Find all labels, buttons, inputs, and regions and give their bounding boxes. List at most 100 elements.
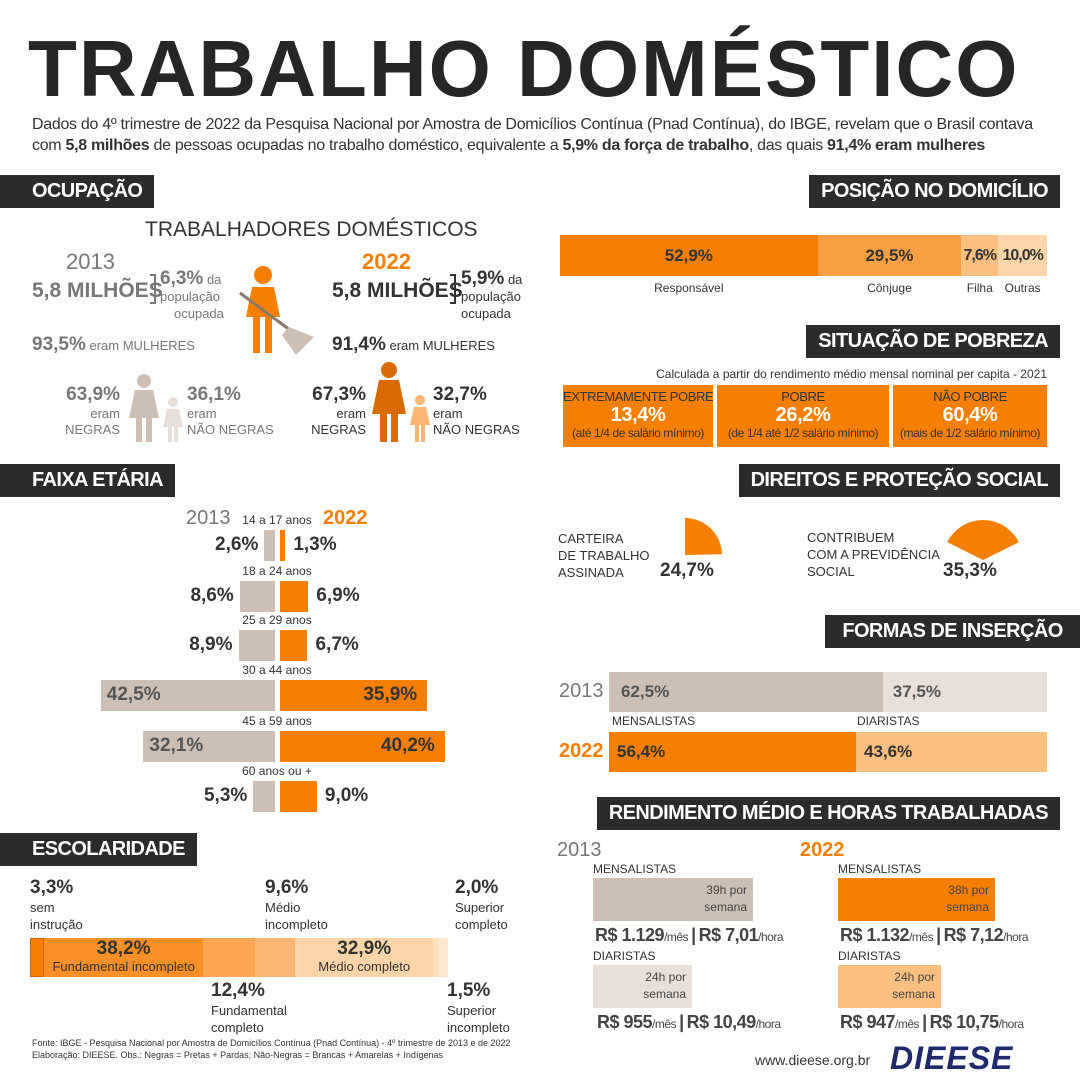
t: 91,4% bbox=[332, 334, 386, 355]
bar-2022 bbox=[280, 630, 308, 661]
woman-icon bbox=[129, 374, 183, 442]
esc-medio-incompleto: 9,6% Médio incompleto bbox=[265, 877, 328, 933]
t: | bbox=[691, 925, 696, 945]
segment-value: 32,9% bbox=[337, 938, 392, 959]
header-escolaridade: ESCOLARIDADE bbox=[0, 833, 197, 866]
header-posicao: POSIÇÃO NO DOMICÍLIO bbox=[809, 175, 1060, 208]
header-formas: FORMAS DE INSERÇÃO bbox=[825, 615, 1080, 648]
t: eram bbox=[187, 406, 217, 421]
hours: 24h por bbox=[645, 970, 686, 984]
t: 12,4% bbox=[211, 980, 265, 1001]
mensalistas-2022: 56,4% bbox=[609, 732, 857, 772]
value-2013: 42,5% bbox=[106, 684, 161, 705]
escolaridade-segment bbox=[255, 938, 296, 977]
hours: 38h por bbox=[948, 883, 989, 897]
escolaridade-segment bbox=[203, 938, 256, 977]
segment-label: Fundamental incompleto bbox=[52, 959, 195, 974]
rend-year-2022: 2022 bbox=[800, 839, 845, 861]
esc-fundamental-completo: 12,4% Fundamental completo bbox=[211, 980, 287, 1036]
pobreza-note: Calculada a partir do rendimento médio m… bbox=[656, 367, 1047, 381]
header-faixa: FAIXA ETÁRIA bbox=[0, 464, 175, 497]
rend-year-2013: 2013 bbox=[557, 839, 602, 861]
posicao-segment: 52,9% bbox=[560, 235, 818, 276]
age-label: 14 a 17 anos bbox=[242, 513, 312, 527]
posicao-label: Filha bbox=[966, 281, 993, 295]
pobreza-label: POBRE bbox=[781, 389, 825, 404]
hours-unit: semana bbox=[643, 987, 686, 1001]
value-2022: 6,7% bbox=[315, 634, 359, 655]
pobreza-label: NÃO POBRE bbox=[933, 389, 1007, 404]
t: eram MULHERES bbox=[389, 338, 495, 353]
woman-icon bbox=[372, 362, 430, 442]
previdencia-pie bbox=[947, 520, 1019, 560]
pobreza-range: (de 1/4 até 1/2 salário mínimo) bbox=[727, 426, 879, 440]
pobreza-value: 26,2% bbox=[775, 404, 831, 426]
diaristas-2022: 43,6% bbox=[856, 732, 1047, 772]
t: 56,4% bbox=[617, 742, 666, 761]
segment-value: 38,2% bbox=[96, 938, 151, 959]
t: ocupada bbox=[174, 306, 224, 321]
value-2013: 8,9% bbox=[189, 634, 233, 655]
hours: 24h por bbox=[894, 970, 935, 984]
t: /hora bbox=[758, 930, 784, 944]
t: /hora bbox=[998, 1017, 1024, 1031]
age-label: 18 a 24 anos bbox=[242, 564, 312, 578]
t: da bbox=[507, 272, 523, 287]
bar-2013 bbox=[239, 581, 275, 612]
rend-label: MENSALISTAS bbox=[838, 862, 922, 876]
t: CONTRIBUEM bbox=[807, 530, 895, 545]
formas-year-2022: 2022 bbox=[559, 740, 604, 762]
bar-2022 bbox=[280, 530, 286, 561]
age-label: 30 a 44 anos bbox=[242, 663, 312, 677]
rend-hora: R$ 10,49 bbox=[686, 1012, 757, 1032]
bracket bbox=[150, 274, 156, 304]
pct-2022: 5,9% da população ocupada bbox=[461, 269, 523, 322]
bar-2013 bbox=[253, 781, 275, 812]
domestic-worker-broom-icon bbox=[239, 266, 314, 355]
t: SOCIAL bbox=[807, 564, 855, 579]
t: 1,5% bbox=[447, 980, 491, 1001]
bar-2022 bbox=[280, 581, 309, 612]
t: 37,5% bbox=[892, 682, 941, 701]
t: 62,5% bbox=[621, 682, 670, 701]
pct-2013: 6,3% da população ocupada bbox=[160, 269, 224, 322]
rend-hours-box: 24h por semana bbox=[593, 965, 692, 1008]
posicao-segment: 7,6% bbox=[961, 235, 999, 276]
value-2022: 35,9% bbox=[363, 684, 418, 705]
hours-unit: semana bbox=[704, 900, 747, 914]
page-title: TRABALHO DOMÉSTICO bbox=[28, 24, 1020, 113]
t: 9,6% bbox=[265, 877, 309, 898]
pie-slice bbox=[685, 518, 722, 555]
age-label: 60 anos ou + bbox=[242, 764, 312, 778]
pobreza-box: NÃO POBRE 60,4% (mais de 1/2 salário mínim… bbox=[893, 385, 1047, 447]
t: população bbox=[461, 289, 521, 304]
intro-line-2: com 5,8 milhões de pessoas ocupadas no t… bbox=[32, 137, 1062, 155]
rend-values: R$ 947/mês | R$ 10,75/hora bbox=[840, 1012, 1024, 1033]
carteira-label: CARTEIRA DE TRABALHO ASSINADA bbox=[558, 530, 650, 581]
rend-hours-box: 38h por semana bbox=[838, 878, 995, 921]
esc-superior-incompleto: 1,5% Superior incompleto bbox=[447, 980, 510, 1036]
posicao-label: Responsável bbox=[654, 281, 724, 295]
escolaridade-bar: 38,2% Fundamental incompleto 32,9% Médio co… bbox=[30, 938, 448, 977]
footer-source: Fonte: IBGE - Pesquisa Nacional por Amos… bbox=[32, 1038, 511, 1048]
t: 43,6% bbox=[864, 742, 913, 761]
t: 5,9% da força de trabalho bbox=[562, 137, 749, 154]
escolaridade-segment bbox=[432, 938, 440, 977]
t: ASSINADA bbox=[558, 565, 624, 580]
bar-2013 bbox=[100, 680, 275, 711]
t: completo bbox=[455, 917, 508, 932]
carteira-value: 24,7% bbox=[660, 560, 714, 581]
value-2022: 40,2% bbox=[380, 735, 435, 756]
diaristas-label: DIARISTAS bbox=[857, 714, 920, 728]
age-label: 45 a 59 anos bbox=[242, 714, 312, 728]
mensalistas-2013: 62,5% bbox=[609, 672, 883, 712]
rend-mes: R$ 1.129 bbox=[595, 925, 665, 945]
t: de pessoas ocupadas no trabalho doméstic… bbox=[149, 137, 563, 154]
footer-site[interactable]: www.dieese.org.br bbox=[755, 1052, 871, 1068]
t: 67,3% bbox=[312, 384, 366, 405]
esc-superior-completo: 2,0% Superior completo bbox=[455, 877, 508, 933]
footer-note: Elaboração: DIEESE. Obs.: Negras = Preta… bbox=[32, 1050, 443, 1060]
t: 63,9% bbox=[66, 384, 120, 405]
rend-hora: R$ 10,75 bbox=[929, 1012, 1000, 1032]
pobreza-label: EXTREMAMENTE POBRE bbox=[563, 389, 714, 404]
